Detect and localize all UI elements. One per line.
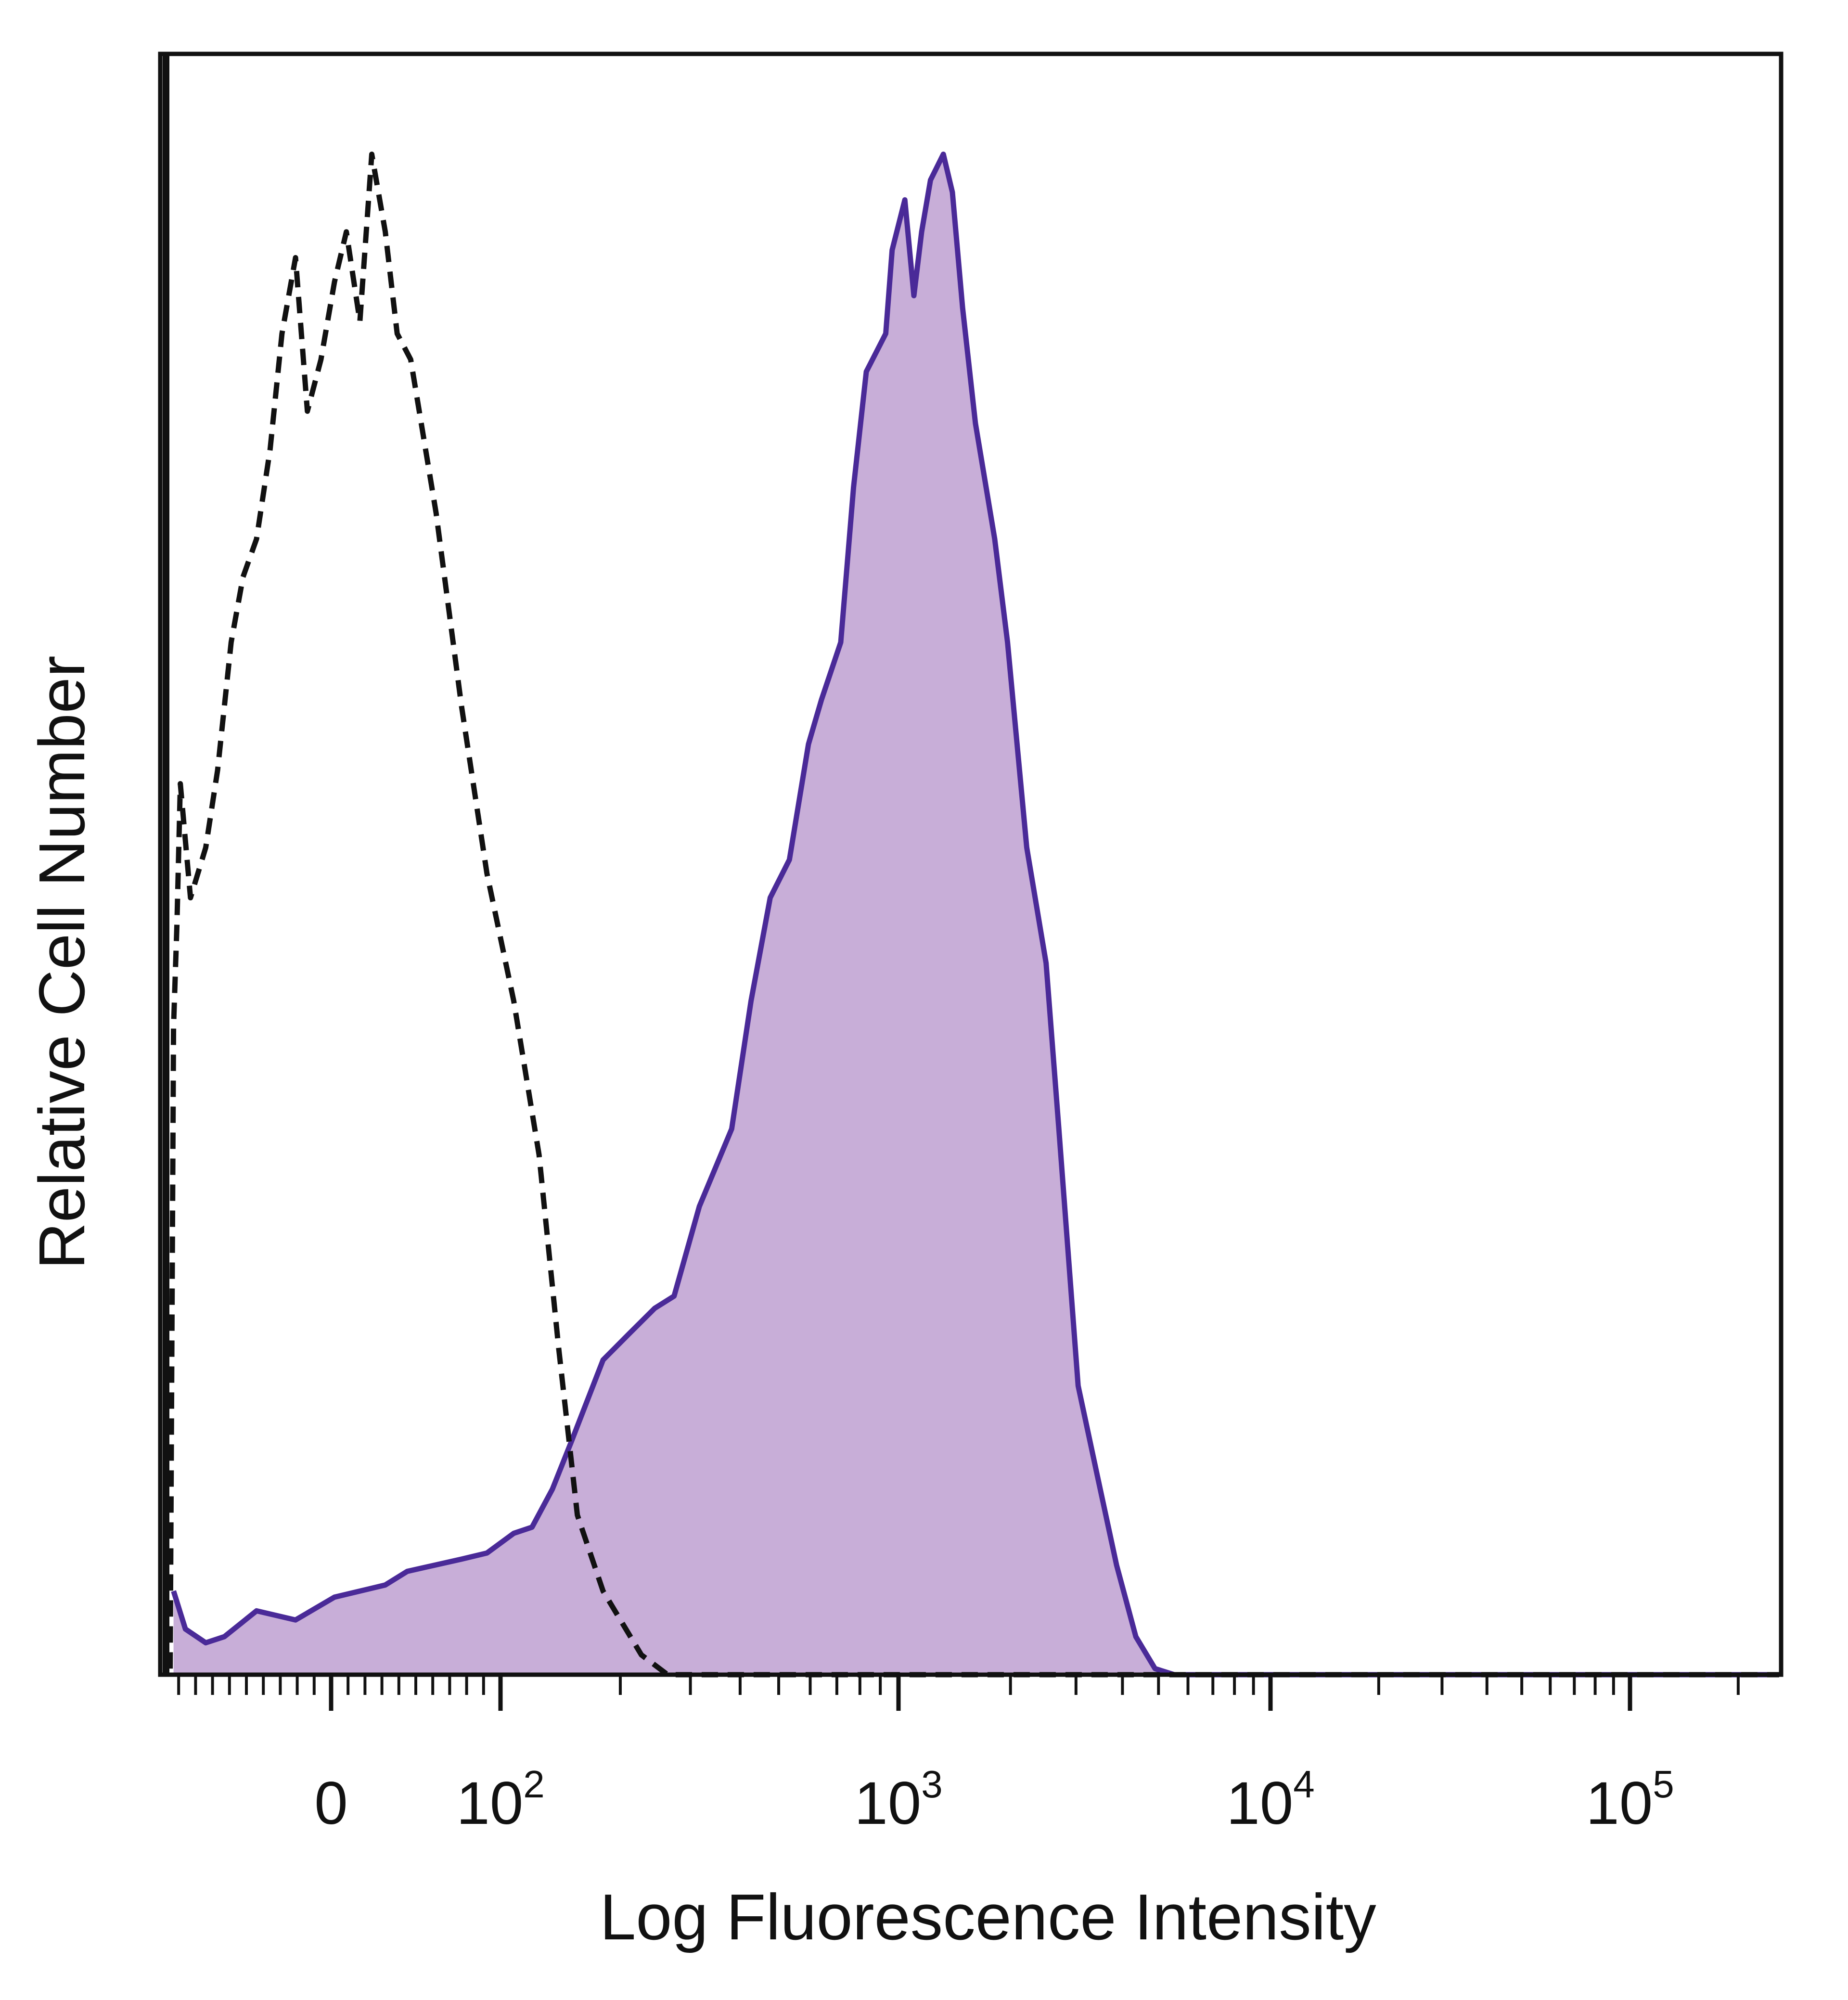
stained-histogram-fill bbox=[173, 154, 1779, 1675]
tick-label-base: 10 bbox=[1586, 1770, 1653, 1837]
tick-label-exponent: 2 bbox=[523, 1763, 545, 1806]
x-tick-label: 105 bbox=[1586, 1763, 1674, 1837]
tick-label-base: 10 bbox=[456, 1770, 523, 1837]
x-tick-label: 0 bbox=[314, 1770, 348, 1837]
stained-histogram-line bbox=[171, 152, 1779, 1678]
plot-frame bbox=[158, 51, 1784, 1677]
x-axis-label: Log Fluorescence Intensity bbox=[600, 1881, 1376, 1953]
tick-label-base: 0 bbox=[314, 1770, 348, 1837]
tick-label-exponent: 5 bbox=[1653, 1763, 1674, 1806]
tick-label-exponent: 3 bbox=[921, 1763, 943, 1806]
tick-label-base: 10 bbox=[1226, 1770, 1293, 1837]
tick-label-base: 10 bbox=[854, 1770, 921, 1837]
x-tick-label: 102 bbox=[456, 1763, 545, 1837]
x-axis-ticks bbox=[177, 1675, 1740, 1711]
x-tick-label: 104 bbox=[1226, 1763, 1315, 1837]
y-axis-label: Relative Cell Number bbox=[26, 655, 98, 1269]
isotype-control-dashed-line bbox=[167, 152, 1779, 1678]
tick-label-exponent: 4 bbox=[1293, 1763, 1315, 1806]
x-tick-label: 103 bbox=[854, 1763, 943, 1837]
series-layer bbox=[167, 152, 1779, 1678]
x-tick-labels: 0 102 103 104 105 bbox=[314, 1763, 1674, 1837]
